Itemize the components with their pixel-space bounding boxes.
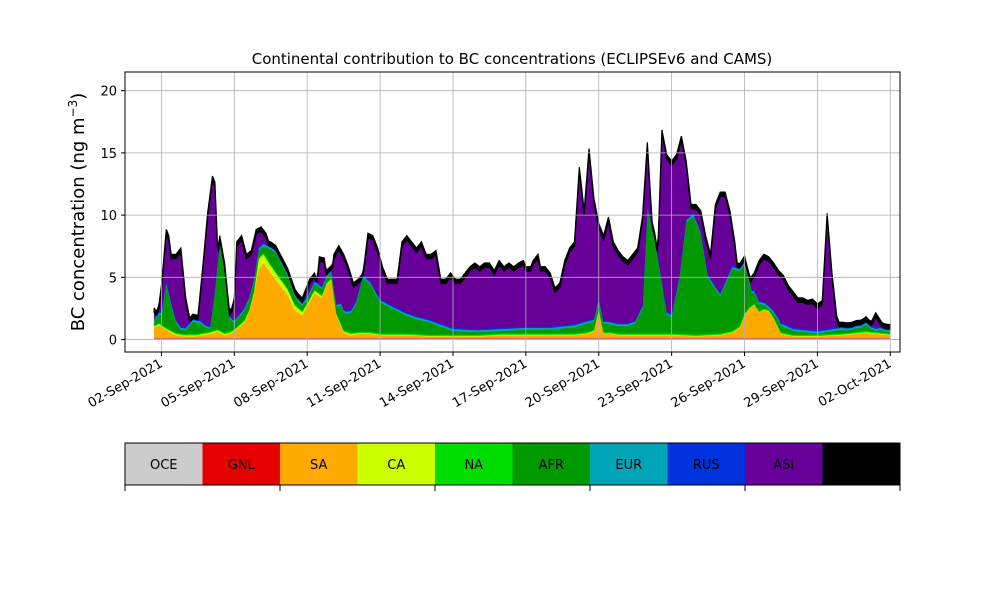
- y-axis-label-sup: −3: [66, 100, 80, 118]
- x-tick-label-8: 26-Sep-2021: [669, 356, 749, 411]
- legend-swatch-gnl: [202, 443, 281, 485]
- legend-swatch-na: [435, 443, 513, 485]
- x-tick-label-9: 29-Sep-2021: [742, 356, 822, 411]
- x-tick-label-5: 17-Sep-2021: [450, 356, 530, 411]
- y-axis-label-main: BC concentration (ng m: [68, 117, 89, 331]
- y-axis-label-close: ): [68, 93, 89, 100]
- x-tick-label-1: 05-Sep-2021: [158, 356, 238, 411]
- x-tick-label-4: 14-Sep-2021: [377, 356, 457, 411]
- legend-label-aus: AUS: [848, 458, 875, 473]
- x-axis-ticks: 02-Sep-202105-Sep-202108-Sep-202111-Sep-…: [86, 352, 894, 411]
- legend-label-rus: RUS: [693, 458, 720, 473]
- legend-swatch-oce: [125, 443, 203, 485]
- legend-swatch-aus: [822, 443, 901, 485]
- legend-label-na: NA: [464, 458, 483, 473]
- legend-swatch-afr: [512, 443, 591, 485]
- y-tick-label-0: 0: [109, 334, 117, 349]
- legend-label-asi: ASI: [773, 458, 794, 473]
- legend-label-oce: OCE: [150, 458, 178, 473]
- x-tick-label-10: 02-Oct-2021: [816, 356, 894, 410]
- y-tick-label-1: 5: [109, 271, 117, 286]
- legend-label-afr: AFR: [539, 458, 564, 473]
- plot-frame: [124, 71, 901, 353]
- y-tick-label-2: 10: [100, 209, 117, 224]
- x-tick-label-2: 08-Sep-2021: [231, 356, 311, 411]
- x-tick-label-7: 23-Sep-2021: [596, 356, 676, 411]
- grid: [125, 72, 900, 352]
- x-tick-label-3: 11-Sep-2021: [304, 356, 384, 411]
- x-tick-label-6: 20-Sep-2021: [523, 356, 603, 411]
- legend-label-gnl: GNL: [228, 458, 256, 473]
- y-tick-label-4: 20: [100, 85, 117, 100]
- legend-swatch-rus: [667, 443, 746, 485]
- legend-swatch-asi: [745, 443, 823, 485]
- legend-colorbar: OCE GNL SA CA NA AFR EUR RUS ASI AUS: [124, 442, 901, 491]
- y-tick-label-3: 15: [100, 147, 117, 162]
- x-tick-label-0: 02-Sep-2021: [86, 356, 166, 411]
- legend-frame: [124, 442, 901, 486]
- legend-swatch-eur: [590, 443, 668, 485]
- legend-label-eur: EUR: [615, 458, 642, 473]
- chart-title: Continental contribution to BC concentra…: [252, 50, 773, 68]
- legend-label-ca: CA: [387, 458, 405, 473]
- plot-areas: [153, 129, 891, 340]
- legend-swatch-sa: [280, 443, 358, 485]
- y-axis-ticks: 0 5 10 15 20: [100, 85, 125, 349]
- legend-label-sa: SA: [310, 458, 327, 473]
- legend-swatch-ca: [357, 443, 436, 485]
- y-axis-label: BC concentration (ng m−3): [66, 93, 89, 332]
